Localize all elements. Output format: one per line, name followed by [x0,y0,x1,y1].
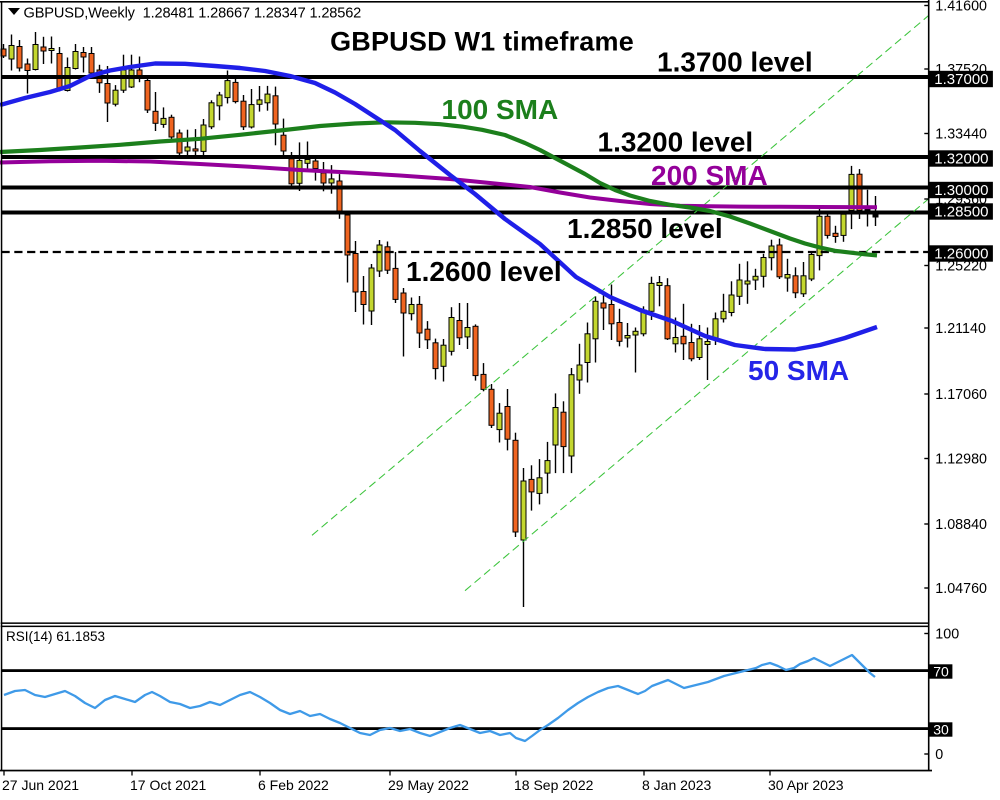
svg-text:200 SMA: 200 SMA [651,160,768,191]
svg-text:70: 70 [933,664,949,680]
svg-text:1.30000: 1.30000 [934,182,988,199]
svg-text:30: 30 [933,722,949,738]
svg-text:1.12980: 1.12980 [935,452,987,468]
svg-text:1.04760: 1.04760 [935,581,987,597]
svg-text:1.25220: 1.25220 [935,259,987,275]
svg-text:RSI(14) 61.1853: RSI(14) 61.1853 [6,629,105,644]
svg-text:29 May 2022: 29 May 2022 [388,777,469,793]
svg-text:27 Jun 2021: 27 Jun 2021 [2,777,79,793]
svg-text:1.32000: 1.32000 [934,151,988,168]
svg-text:1.37000: 1.37000 [934,71,988,88]
svg-text:1.28500: 1.28500 [934,204,988,221]
svg-text:1.2850 level: 1.2850 level [567,213,723,244]
svg-text:GBPUSD W1 timeframe: GBPUSD W1 timeframe [330,27,634,57]
svg-text:1.26000: 1.26000 [934,246,988,263]
svg-text:100 SMA: 100 SMA [442,94,559,125]
svg-text:1.21140: 1.21140 [935,321,986,337]
svg-text:1.3200 level: 1.3200 level [598,127,754,158]
svg-text:1.33440: 1.33440 [935,127,987,143]
svg-text:6 Feb 2022: 6 Feb 2022 [258,777,329,793]
svg-text:0: 0 [935,747,943,763]
svg-text:1.2600 level: 1.2600 level [406,256,562,287]
svg-text:18 Sep 2022: 18 Sep 2022 [514,777,594,793]
svg-text:30 Apr 2023: 30 Apr 2023 [768,777,844,793]
svg-text:17 Oct 2021: 17 Oct 2021 [130,777,206,793]
svg-text:50 SMA: 50 SMA [748,355,849,386]
svg-text:1.41600: 1.41600 [935,0,987,15]
svg-text:100: 100 [935,627,959,643]
svg-text:8 Jan 2023: 8 Jan 2023 [642,777,711,793]
svg-text:1.17060: 1.17060 [935,387,987,403]
svg-text:1.08840: 1.08840 [935,517,987,533]
svg-text:1.3700 level: 1.3700 level [657,47,813,78]
svg-text:GBPUSD,Weekly 1.28481 1.28667: GBPUSD,Weekly 1.28481 1.28667 1.28347 1.… [24,5,362,21]
